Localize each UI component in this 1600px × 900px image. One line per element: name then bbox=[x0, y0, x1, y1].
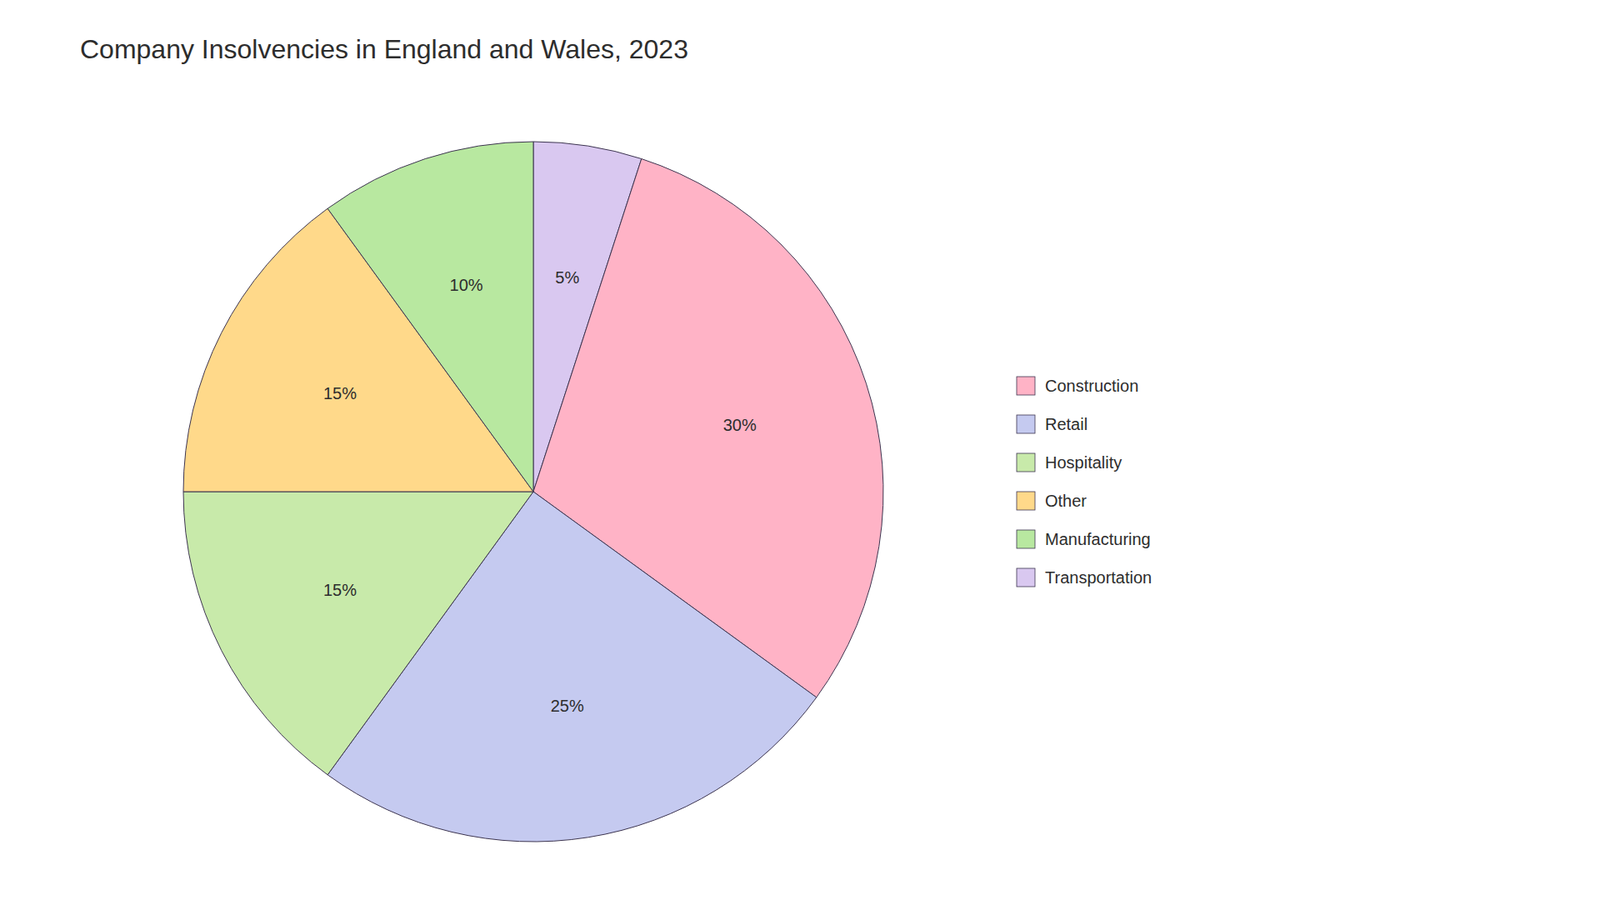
legend-swatch bbox=[1016, 415, 1035, 434]
legend-item: Manufacturing bbox=[1016, 530, 1151, 549]
legend-swatch bbox=[1016, 530, 1035, 549]
data-label: 30% bbox=[723, 415, 757, 435]
chart-title: Company Insolvencies in England and Wale… bbox=[80, 34, 689, 65]
legend-swatch bbox=[1016, 376, 1035, 395]
legend-label: Construction bbox=[1045, 376, 1139, 395]
data-label: 15% bbox=[323, 384, 357, 403]
legend: Construction Retail Hospitality Other Manufa… bbox=[1016, 376, 1152, 587]
legend-item: Hospitality bbox=[1016, 453, 1122, 472]
legend-item: Construction bbox=[1016, 376, 1139, 395]
data-label: 5% bbox=[555, 268, 580, 287]
data-label: 25% bbox=[550, 696, 585, 715]
data-label: 15% bbox=[323, 580, 357, 600]
data-labels: 5% 30% 25% 15% 15% 10% bbox=[323, 268, 757, 715]
legend-item: Transportation bbox=[1016, 568, 1152, 587]
legend-swatch bbox=[1016, 568, 1035, 587]
pie-slice bbox=[183, 491, 534, 775]
legend-label: Other bbox=[1045, 491, 1087, 510]
legend-label: Hospitality bbox=[1045, 453, 1122, 472]
legend-item: Retail bbox=[1016, 415, 1088, 434]
legend-label: Manufacturing bbox=[1045, 530, 1151, 549]
legend-label: Retail bbox=[1045, 415, 1088, 434]
pie-slice bbox=[327, 141, 534, 492]
legend-label: Transportation bbox=[1045, 568, 1152, 587]
legend-item: Other bbox=[1016, 491, 1087, 510]
legend-swatch bbox=[1016, 491, 1035, 510]
pie-group bbox=[183, 141, 884, 842]
legend-swatch bbox=[1016, 453, 1035, 472]
data-label: 10% bbox=[450, 275, 484, 295]
chart-root: Company Insolvencies in England and Wale… bbox=[0, 0, 1600, 900]
